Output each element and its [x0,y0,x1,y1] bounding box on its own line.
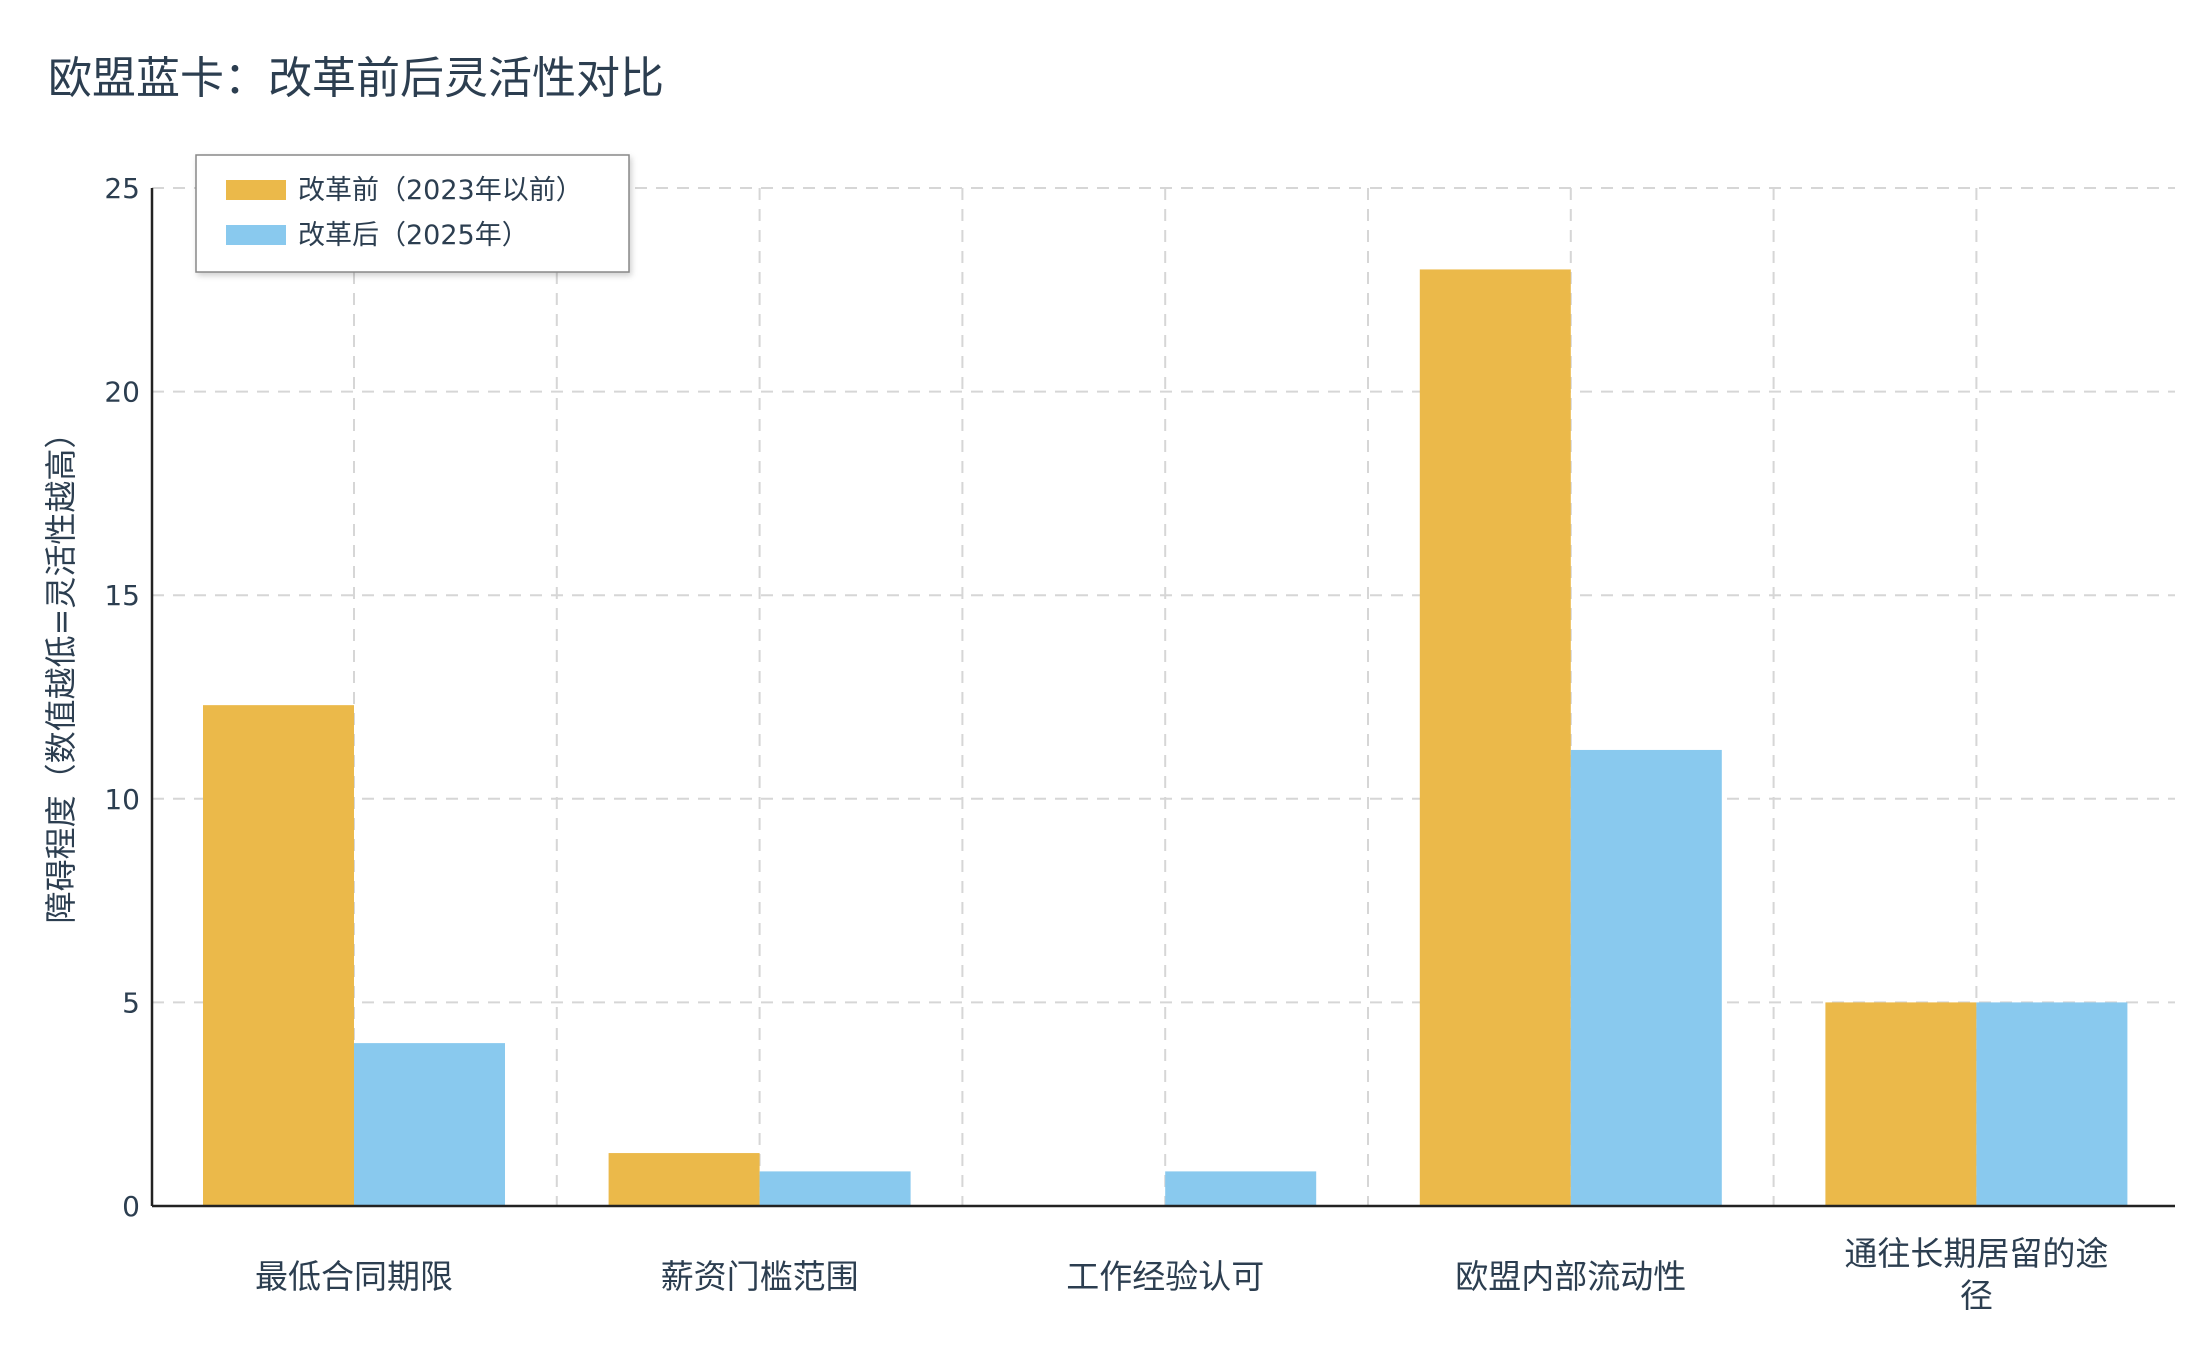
legend: 改革前（2023年以前） 改革后（2025年） [195,154,630,273]
bar-before-4 [1825,1002,1977,1206]
legend-box [195,154,630,273]
legend-swatch-after [226,225,286,245]
bar-before-0 [203,705,354,1206]
y-tick-label: 0 [122,1190,140,1223]
axes-layer [150,188,2175,1208]
labels-layer: 0 5 10 15 20 25 最低合同期限 薪资门槛范围 工作经验认可 欧盟内部流动性 通往长期居… [104,172,2108,1315]
y-tick-label: 5 [122,986,140,1019]
x-tick-label: 最低合同期限 [255,1257,453,1296]
y-tick-label: 15 [104,579,140,612]
bar-before-1 [608,1153,760,1206]
x-tick-label: 通往长期居留的途径 [1844,1234,2108,1315]
x-tick-label: 欧盟内部流动性 [1455,1257,1686,1296]
legend-label-after: 改革后（2025年） [298,220,529,251]
bar-after-1 [759,1171,911,1206]
legend-label-before: 改革前（2023年以前） [298,175,583,206]
bars-layer [203,269,2128,1206]
bar-after-2 [1165,1171,1317,1206]
x-tick-label: 薪资门槛范围 [661,1257,859,1296]
x-tick-label: 工作经验认可 [1066,1257,1264,1296]
bar-before-3 [1419,269,1571,1206]
bar-after-4 [1976,1002,2128,1206]
y-axis-title: 障碍程度（数值越低=灵活性越高） [42,417,80,924]
legend-swatch-before [226,180,286,200]
bar-after-0 [354,1043,505,1206]
bar-after-3 [1570,749,1722,1206]
y-tick-label: 25 [104,172,140,205]
chart-title: 欧盟蓝卡：改革前后灵活性对比 [48,53,664,104]
y-tick-label: 20 [104,376,140,409]
y-tick-label: 10 [104,783,140,816]
